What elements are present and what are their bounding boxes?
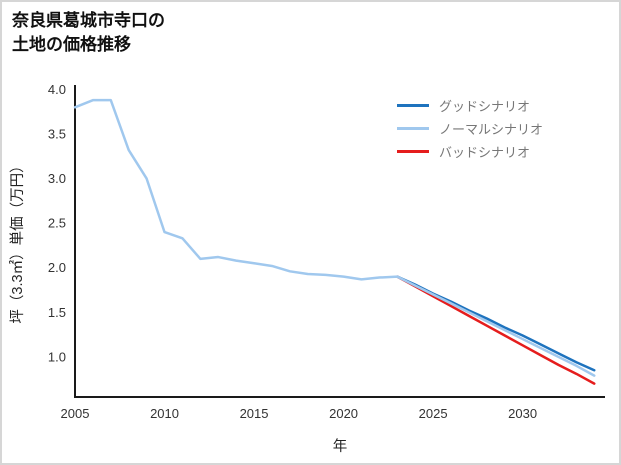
legend-label-normal-scenario: ノーマルシナリオ — [439, 121, 544, 137]
legend-label-good-scenario: グッドシナリオ — [439, 98, 531, 114]
x-tick-label: 2025 — [419, 406, 448, 421]
chart-title: 奈良県葛城市寺口の 土地の価格推移 — [12, 9, 165, 57]
legend-item-normal-scenario: ノーマルシナリオ — [397, 119, 543, 137]
x-tick-label: 2015 — [240, 406, 269, 421]
y-tick-label: 1.0 — [48, 349, 66, 364]
y-axis-label: 坪（3.3㎡）単価（万円） — [9, 158, 26, 323]
legend-item-bad-scenario: バッドシナリオ — [397, 142, 543, 160]
y-tick-label: 2.0 — [48, 260, 66, 275]
y-tick-label: 2.5 — [48, 216, 66, 231]
legend-item-good-scenario: グッドシナリオ — [397, 96, 543, 114]
x-tick-label: 2020 — [329, 406, 358, 421]
y-tick-label: 4.0 — [48, 82, 66, 97]
x-tick-label: 2010 — [150, 406, 179, 421]
chart-title-line2: 土地の価格推移 — [12, 34, 131, 54]
y-tick-label: 3.5 — [48, 127, 66, 142]
chart-title-line1: 奈良県葛城市寺口の — [12, 11, 165, 30]
legend-swatch-normal-scenario — [397, 126, 429, 130]
chart-legend: グッドシナリオ ノーマルシナリオ バッドシナリオ — [397, 96, 543, 160]
legend-swatch-bad-scenario — [397, 149, 429, 153]
x-tick-label: 2030 — [508, 406, 537, 421]
x-tick-label: 2005 — [61, 406, 90, 421]
y-tick-label: 3.0 — [48, 171, 66, 186]
x-axis-label: 年 — [333, 438, 348, 455]
legend-swatch-good-scenario — [397, 103, 429, 107]
legend-label-bad-scenario: バッドシナリオ — [439, 144, 531, 160]
series-line-normal-scenario — [73, 98, 596, 377]
y-tick-label: 1.5 — [48, 305, 66, 320]
series-line-bad-scenario — [396, 275, 596, 385]
